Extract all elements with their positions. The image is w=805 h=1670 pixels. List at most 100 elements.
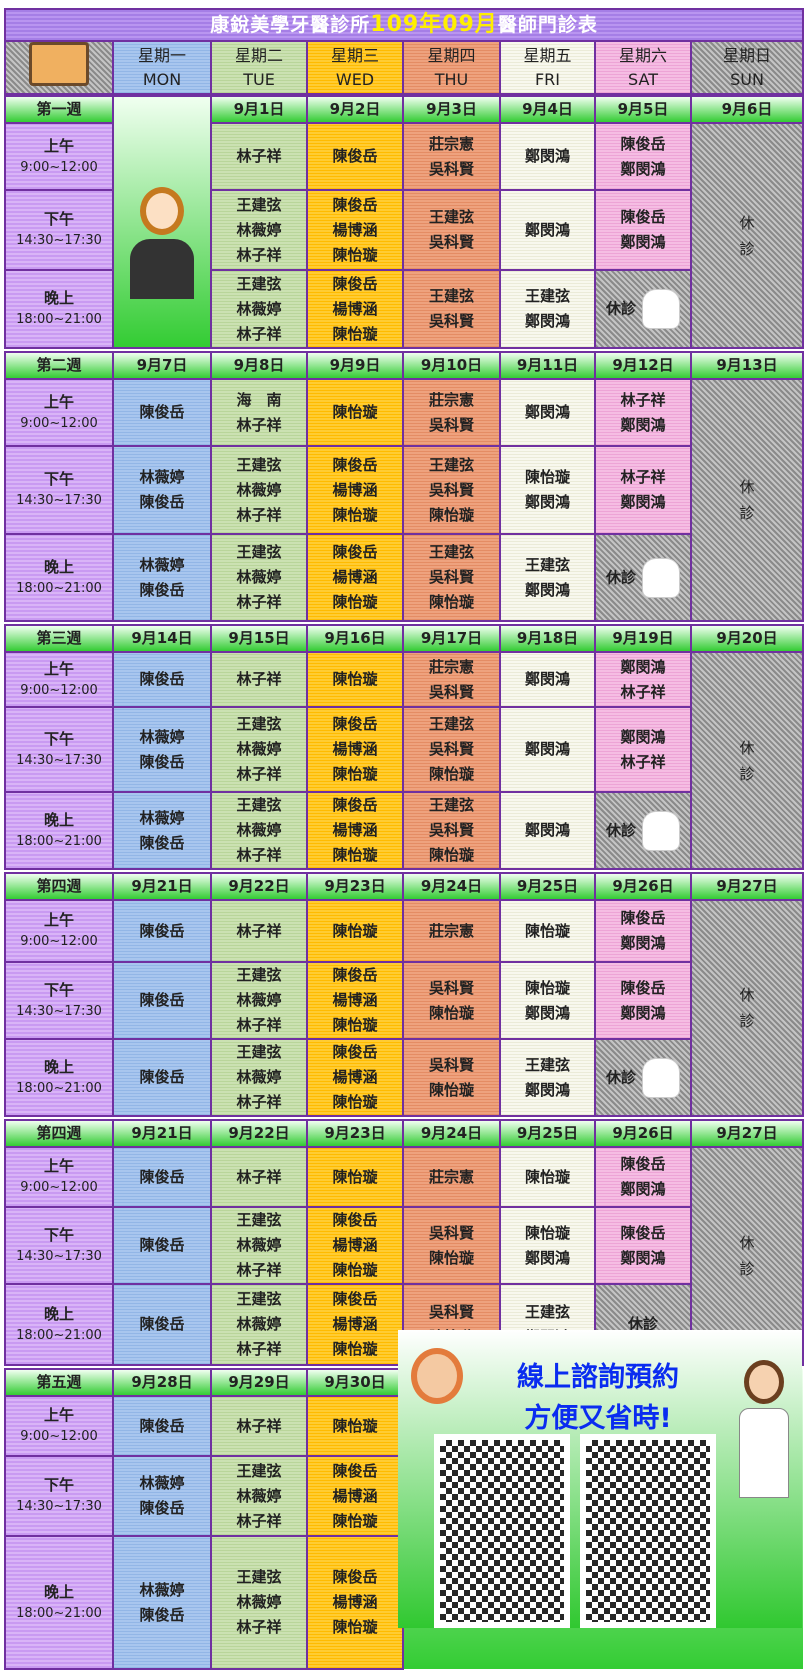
schedule-cell: 王建弦 吳科賢 陳怡璇 — [402, 791, 501, 870]
doctor-name: 林薇婷 — [236, 220, 282, 239]
doctor-name: 陳怡璇 — [332, 846, 378, 864]
slot-label: 上午 9:00~12:00 — [4, 1146, 114, 1208]
doctor-name: 陳俊岳 — [332, 1290, 378, 1308]
doctor-name: 陳俊岳 — [332, 1461, 378, 1480]
slot-time: 9:00~12:00 — [20, 682, 98, 698]
doctor-name: 楊博涵 — [332, 740, 378, 758]
doctor-name: 陳怡璇 — [332, 403, 378, 421]
doctor-name: 林子祥 — [236, 1340, 282, 1358]
line-qr-code[interactable] — [580, 1434, 716, 1628]
date-cell: 9月11日 — [499, 351, 596, 380]
slot-name: 下午 — [43, 980, 74, 999]
schedule-cell: 陳怡璇 — [499, 1146, 596, 1208]
date-cell: 9月1日 — [210, 95, 308, 124]
day-header-wed: 星期三 WED — [306, 40, 404, 95]
doctor-name: 鄭閔鴻 — [620, 657, 666, 676]
nurse-illustration — [402, 1338, 472, 1458]
sunday-closed-cell: 休診 — [690, 378, 804, 622]
doctor-name: 吳科賢 — [428, 1302, 474, 1321]
doctor-name: 林子祥 — [236, 415, 282, 434]
closed-char: 休 — [739, 1234, 755, 1252]
schedule-cell: 陳俊岳 — [112, 899, 212, 963]
slot-row: 下午 14:30~17:30 林薇婷 陳俊岳 王建弦 林薇婷 林子祥 陳俊岳 楊博涵 陳怡璇 王建弦… — [4, 445, 803, 535]
doctor-name: 楊博涵 — [332, 1068, 378, 1086]
doctor-name: 陳俊岳 — [139, 403, 185, 421]
slot-name: 下午 — [43, 210, 74, 228]
schedule-cell: 陳俊岳 鄭閔鴻 — [594, 1206, 692, 1285]
date-cell: 9月26日 — [594, 1119, 692, 1148]
date-cell: 9月6日 — [690, 95, 804, 124]
doctor-name: 吳科賢 — [428, 415, 474, 434]
slot-name: 上午 — [43, 659, 74, 678]
date-cell: 9月24日 — [402, 872, 501, 901]
day-en: WED — [335, 69, 375, 89]
schedule-cell: 鄭閔鴻 — [499, 189, 596, 271]
doctor-name: 莊宗憲 — [428, 390, 474, 409]
doctor-name: 林薇婷 — [236, 1315, 282, 1333]
doctor-name: 王建弦 — [428, 208, 474, 226]
closed-char: 診 — [739, 504, 755, 522]
doctor-name: 王建弦 — [236, 195, 282, 214]
schedule-cell: 陳怡璇 — [306, 378, 404, 447]
day-zh: 星期五 — [523, 45, 572, 65]
schedule-cell: 陳俊岳 — [112, 1146, 212, 1208]
week-label: 第四週 — [4, 1119, 114, 1148]
doctor-name: 王建弦 — [524, 1055, 570, 1074]
schedule-cell: 陳俊岳 楊博涵 陳怡璇 — [306, 533, 404, 622]
schedule-cell: 王建弦 林薇婷 林子祥 — [210, 791, 308, 870]
doctor-name: 鄭閔鴻 — [620, 1248, 666, 1267]
doctor-name: 林薇婷 — [236, 991, 282, 1009]
doctor-name: 林薇婷 — [236, 1068, 282, 1086]
tooth-mascot-icon — [642, 810, 680, 851]
slot-label: 上午 9:00~12:00 — [4, 378, 114, 447]
doctor-name: 林子祥 — [236, 324, 282, 343]
day-en: SUN — [730, 69, 764, 89]
schedule-cell: 王建弦 林薇婷 林子祥 — [210, 961, 308, 1040]
doctor-name: 王建弦 — [524, 555, 570, 574]
doctor-name: 王建弦 — [428, 287, 474, 305]
doctor-name: 林薇婷 — [236, 821, 282, 839]
slot-row: 下午 14:30~17:30 林薇婷 陳俊岳 王建弦 林薇婷 林子祥 陳俊岳 楊博涵 陳怡璇 王建弦… — [4, 706, 803, 793]
schedule-cell: 陳俊岳 楊博涵 陳怡璇 — [306, 269, 404, 349]
promo-line-2: 方便又省時! — [524, 1403, 672, 1434]
schedule-cell: 王建弦鄭閔鴻 — [499, 533, 596, 622]
doctor-name: 林子祥 — [236, 505, 282, 524]
doctor-name: 吳科賢 — [428, 159, 474, 178]
schedule-cell: 王建弦鄭閔鴻 — [499, 269, 596, 349]
schedule-cell: 陳俊岳 楊博涵 陳怡璇 — [306, 1038, 404, 1117]
slot-label: 下午 14:30~17:30 — [4, 706, 114, 793]
schedule-cell: 陳俊岳 — [112, 651, 212, 708]
doctor-name: 陳俊岳 — [332, 796, 378, 814]
doctor-name: 林薇婷 — [139, 1580, 185, 1599]
schedule-cell: 陳怡璇 — [499, 899, 596, 963]
closed-cell: 休診 — [594, 1038, 692, 1117]
schedule-cell: 陳怡璇 鄭閔鴻 — [499, 961, 596, 1040]
week-label: 第一週 — [4, 95, 114, 124]
date-cell: 9月21日 — [112, 872, 212, 901]
schedule-cell: 林薇婷 陳俊岳 — [112, 1455, 212, 1537]
slot-row: 晚上 18:00~21:00 林薇婷 陳俊岳 王建弦 林薇婷 林子祥 陳俊岳 楊博涵 陳怡璇 王建弦… — [4, 791, 803, 870]
promo-line-1: 線上諮詢預約 — [517, 1362, 679, 1393]
doctor-name: 林子祥 — [236, 1416, 282, 1435]
receptionist-icon — [127, 187, 197, 307]
date-cell: 9月20日 — [690, 624, 804, 653]
schedule-cell: 陳俊岳 楊博涵 陳怡璇 — [306, 706, 404, 793]
schedule-cell: 陳俊岳 楊博涵 陳怡璇 — [306, 961, 404, 1040]
doctor-name: 陳俊岳 — [620, 134, 666, 153]
closed-char: 休 — [739, 738, 755, 757]
schedule-cell: 王建弦 林薇婷 林子祥 — [210, 533, 308, 622]
week-table: 第一週 9月1日 9月2日 9月3日 9月4日 9月5日 9月6日 上午 9:00~12:00 林… — [4, 95, 804, 349]
schedule-cell: 王建弦 林薇婷 林子祥 — [210, 1455, 308, 1537]
date-cell: 9月22日 — [210, 1119, 308, 1148]
schedule-cell: 陳俊岳 — [112, 1206, 212, 1285]
slot-label: 晚上 18:00~21:00 — [4, 533, 114, 622]
doctor-name: 陳俊岳 — [139, 1315, 185, 1333]
schedule-cell: 王建弦 林薇婷 林子祥 — [210, 189, 308, 271]
schedule-cell: 陳怡璇 — [306, 651, 404, 708]
slot-row: 上午 9:00~12:00 陳俊岳 林子祥 陳怡璇 莊宗憲 陳怡璇 陳俊岳 鄭閔鴻休診 — [4, 899, 804, 1117]
doctor-name: 林子祥 — [236, 245, 282, 264]
schedule-cell: 鄭閔鴻 — [499, 651, 596, 708]
clinic-qr-code[interactable] — [434, 1434, 570, 1628]
doctor-name: 吳科賢 — [428, 1055, 474, 1074]
day-en: MON — [142, 69, 182, 89]
